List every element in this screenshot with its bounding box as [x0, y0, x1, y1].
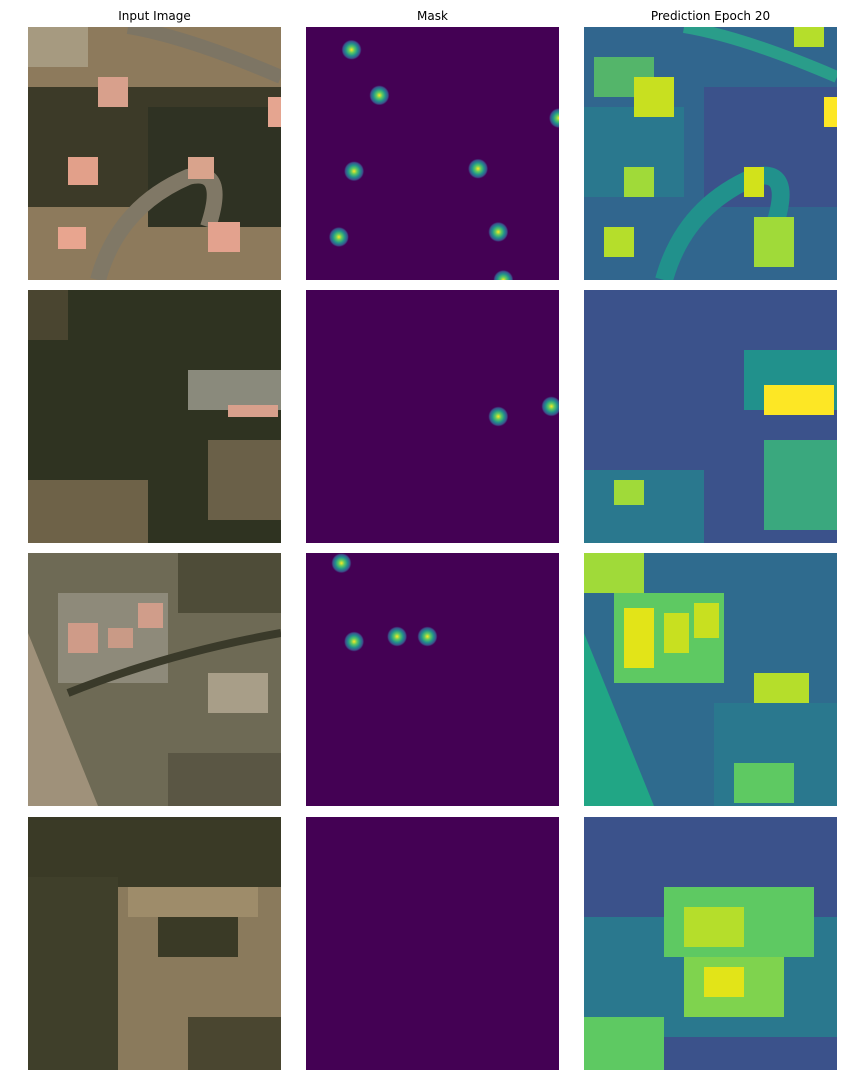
input-image-row-1 [28, 27, 281, 280]
mask-heatmap [306, 290, 559, 543]
satellite-image [28, 27, 281, 280]
prediction-heatmap [584, 817, 837, 1070]
prediction-heatmap [584, 27, 837, 280]
column-title-input: Input Image [118, 9, 191, 23]
mask-blob [328, 226, 349, 247]
mask-blob [468, 158, 489, 179]
prediction-row-3 [584, 553, 837, 806]
prediction-row-1 [584, 27, 837, 280]
column-title-prediction: Prediction Epoch 20 [650, 9, 771, 23]
mask-blob [488, 221, 509, 242]
mask-row-3 [306, 553, 559, 806]
mask-row-1 [306, 27, 559, 280]
satellite-image [28, 817, 281, 1070]
mask-blob [549, 108, 559, 129]
prediction-row-4 [584, 817, 837, 1070]
mask-blob [344, 631, 365, 652]
prediction-heatmap [584, 553, 837, 806]
satellite-image [28, 553, 281, 806]
input-image-row-2 [28, 290, 281, 543]
mask-blob [331, 553, 352, 574]
mask-blob [341, 39, 362, 60]
prediction-row-2 [584, 290, 837, 543]
mask-blob [344, 161, 365, 182]
mask-heatmap [306, 27, 559, 280]
mask-row-2 [306, 290, 559, 543]
mask-blob [387, 626, 408, 647]
mask-blob [541, 396, 559, 417]
mask-blob [369, 85, 390, 106]
mask-blob [488, 406, 509, 427]
mask-row-4 [306, 817, 559, 1070]
mask-blob [417, 626, 438, 647]
satellite-image [28, 290, 281, 543]
column-title-mask: Mask [417, 9, 448, 23]
prediction-heatmap [584, 290, 837, 543]
input-image-row-3 [28, 553, 281, 806]
mask-heatmap [306, 817, 559, 1070]
mask-heatmap [306, 553, 559, 806]
input-image-row-4 [28, 817, 281, 1070]
mask-blob [493, 270, 514, 280]
